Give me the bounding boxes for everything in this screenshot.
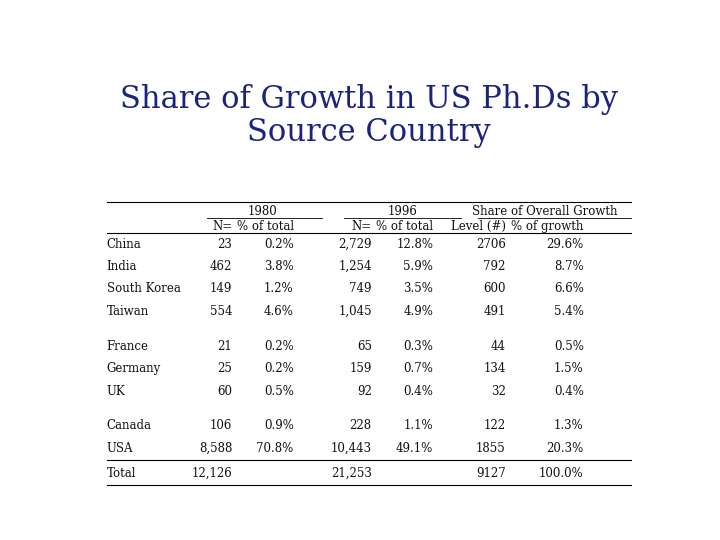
Text: 0.2%: 0.2% [264,362,294,375]
Text: 554: 554 [210,305,233,318]
Text: 462: 462 [210,260,233,273]
Text: USA: USA [107,442,133,455]
Text: 3.8%: 3.8% [264,260,294,273]
Text: 1980: 1980 [248,205,278,218]
Text: Taiwan: Taiwan [107,305,149,318]
Text: South Korea: South Korea [107,282,181,295]
Text: India: India [107,260,138,273]
Text: 9127: 9127 [476,467,505,480]
Text: 10,443: 10,443 [330,442,372,455]
Text: 32: 32 [491,384,505,397]
Text: China: China [107,238,142,251]
Text: 12.8%: 12.8% [396,238,433,251]
Text: Level (#): Level (#) [451,220,505,233]
Text: 0.2%: 0.2% [264,340,294,353]
Text: 1,045: 1,045 [338,305,372,318]
Text: 5.9%: 5.9% [403,260,433,273]
Text: 0.4%: 0.4% [554,384,584,397]
Text: 5.4%: 5.4% [554,305,584,318]
Text: 100.0%: 100.0% [539,467,584,480]
Text: 0.4%: 0.4% [403,384,433,397]
Text: N=: N= [351,220,372,233]
Text: Share of Growth in US Ph.Ds by: Share of Growth in US Ph.Ds by [120,84,618,114]
Text: 65: 65 [357,340,372,353]
Text: 1,254: 1,254 [338,260,372,273]
Text: 60: 60 [217,384,233,397]
Text: 92: 92 [357,384,372,397]
Text: 12,126: 12,126 [192,467,233,480]
Text: % of total: % of total [376,220,433,233]
Text: 4.9%: 4.9% [403,305,433,318]
Text: Total: Total [107,467,136,480]
Text: 21: 21 [217,340,233,353]
Text: 25: 25 [217,362,233,375]
Text: 749: 749 [349,282,372,295]
Text: 0.3%: 0.3% [403,340,433,353]
Text: % of total: % of total [237,220,294,233]
Text: 1.5%: 1.5% [554,362,584,375]
Text: 600: 600 [483,282,505,295]
Text: 4.6%: 4.6% [264,305,294,318]
Text: Share of Overall Growth: Share of Overall Growth [472,205,618,218]
Text: 2706: 2706 [476,238,505,251]
Text: 122: 122 [484,420,505,433]
Text: 0.2%: 0.2% [264,238,294,251]
Text: Source Country: Source Country [247,117,491,148]
Text: 70.8%: 70.8% [256,442,294,455]
Text: 134: 134 [483,362,505,375]
Text: 6.6%: 6.6% [554,282,584,295]
Text: Canada: Canada [107,420,152,433]
Text: 0.5%: 0.5% [554,340,584,353]
Text: 0.7%: 0.7% [403,362,433,375]
Text: 1996: 1996 [387,205,418,218]
Text: 8.7%: 8.7% [554,260,584,273]
Text: 1.3%: 1.3% [554,420,584,433]
Text: 2,729: 2,729 [338,238,372,251]
Text: UK: UK [107,384,125,397]
Text: 491: 491 [483,305,505,318]
Text: 8,588: 8,588 [199,442,233,455]
Text: 1.2%: 1.2% [264,282,294,295]
Text: 1.1%: 1.1% [403,420,433,433]
Text: 29.6%: 29.6% [546,238,584,251]
Text: 23: 23 [217,238,233,251]
Text: France: France [107,340,149,353]
Text: 49.1%: 49.1% [396,442,433,455]
Text: 149: 149 [210,282,233,295]
Text: 228: 228 [350,420,372,433]
Text: 21,253: 21,253 [331,467,372,480]
Text: 106: 106 [210,420,233,433]
Text: % of growth: % of growth [511,220,584,233]
Text: 792: 792 [483,260,505,273]
Text: 0.9%: 0.9% [264,420,294,433]
Text: N=: N= [212,220,233,233]
Text: 3.5%: 3.5% [403,282,433,295]
Text: 0.5%: 0.5% [264,384,294,397]
Text: Germany: Germany [107,362,161,375]
Text: 44: 44 [491,340,505,353]
Text: 20.3%: 20.3% [546,442,584,455]
Text: 1855: 1855 [476,442,505,455]
Text: 159: 159 [349,362,372,375]
